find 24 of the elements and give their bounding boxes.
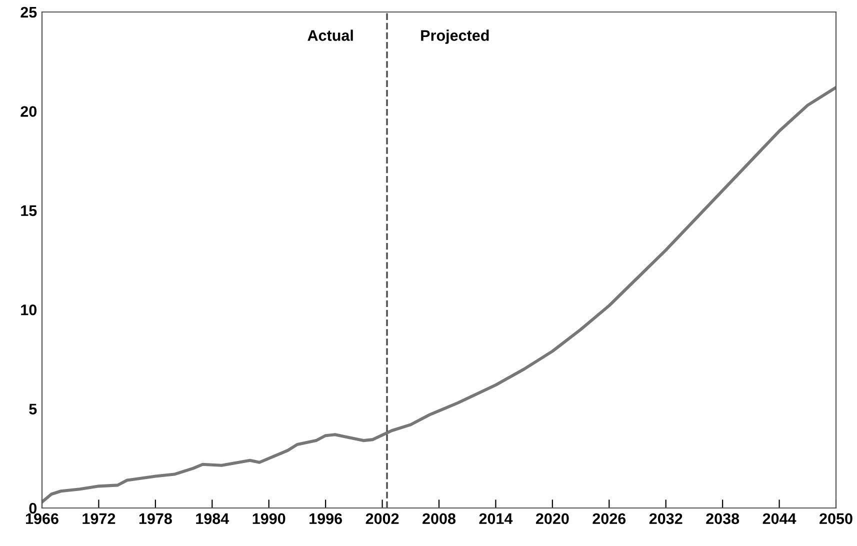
x-tick-label: 1966 <box>26 513 58 524</box>
y-tick-label: 25 <box>20 6 37 18</box>
y-tick-label: 10 <box>21 304 37 316</box>
x-tick-label: 2008 <box>422 513 456 524</box>
x-tick-label: 2014 <box>479 513 513 524</box>
x-tick-label: 1984 <box>196 513 230 524</box>
y-tick-label: 15 <box>21 205 37 216</box>
annotation: Actual <box>308 30 353 41</box>
x-tick-label: 1990 <box>252 513 286 524</box>
x-tick-label: 2038 <box>706 513 740 524</box>
x-tick-label: 2050 <box>820 513 852 524</box>
y-tick-label: 20 <box>20 106 37 117</box>
x-tick-label: 1978 <box>139 513 172 524</box>
annotation: Projected <box>421 30 489 44</box>
x-tick-label: 2032 <box>649 513 682 524</box>
x-tick-label: 1996 <box>310 513 342 524</box>
x-tick-label: 2026 <box>592 513 626 524</box>
y-tick-label: 0 <box>29 502 37 514</box>
x-tick-label: 2020 <box>536 513 569 524</box>
line-series <box>42 86 836 504</box>
x-tick-label: 1972 <box>82 513 116 524</box>
x-tick-label: 2044 <box>762 513 796 524</box>
y-tick-label: 5 <box>29 404 37 414</box>
x-tick-label: 2002 <box>366 513 399 524</box>
